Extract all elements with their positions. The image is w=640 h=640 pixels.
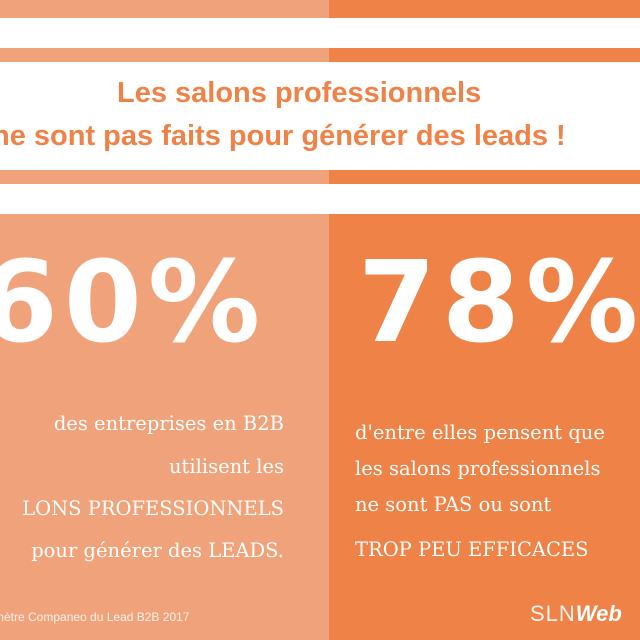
left-desc-line-2: utilisent les [168, 455, 284, 478]
right-percent: 78% [358, 238, 640, 368]
source-caption: mètre Companeo du Lead B2B 2017 [0, 610, 190, 624]
right-desc-line-2: les salons professionnels [355, 457, 601, 480]
bottom-stripe [0, 184, 640, 214]
right-desc-line-3: ne sont PAS ou sont [355, 493, 552, 516]
left-percent: 60% [0, 238, 267, 368]
title-line-1: Les salons professionnels [117, 77, 482, 109]
left-desc-line-4: pour générer des LEADS. [31, 539, 284, 562]
right-desc-line-1: d'entre elles pensent que [355, 421, 605, 444]
left-desc-line-1: des entreprises en B2B [53, 412, 284, 435]
title-line-2: ne sont pas faits pour générer des leads… [0, 120, 566, 152]
right-desc-line-4: TROP PEU EFFICACES [355, 538, 589, 561]
left-desc-line-3: LONS PROFESSIONNELS [22, 497, 284, 520]
top-stripe [0, 18, 640, 48]
logo-part-web: Web [575, 601, 622, 626]
logo-part-sln: SLN [530, 601, 576, 626]
slnweb-logo: SLNWeb [530, 600, 622, 628]
title-band [0, 62, 640, 170]
